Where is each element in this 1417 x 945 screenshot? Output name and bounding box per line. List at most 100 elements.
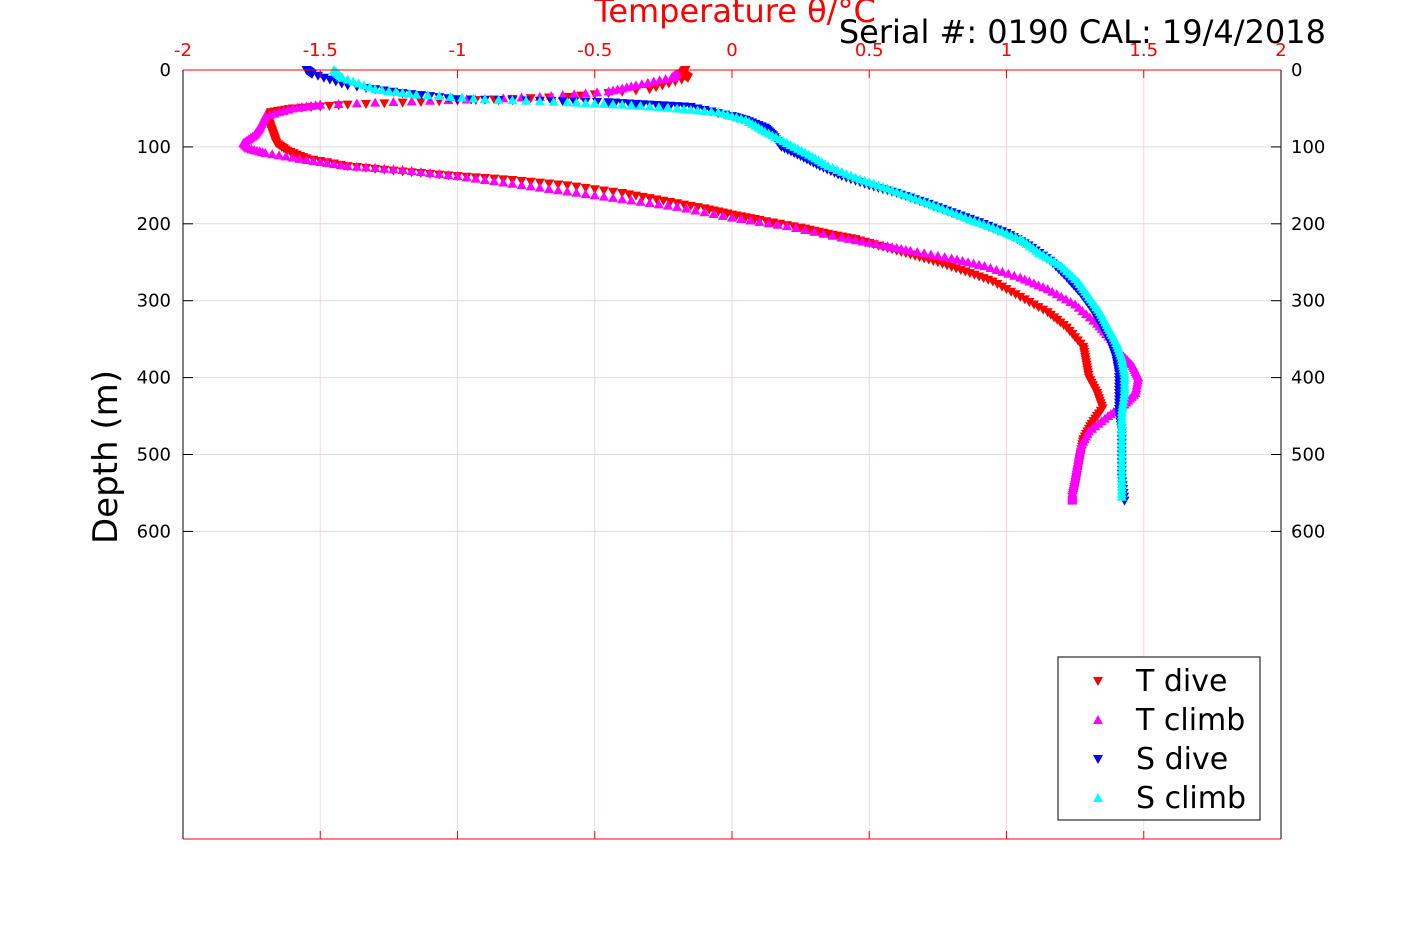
data-point-t-climb [516, 180, 527, 190]
data-point-t-climb [388, 164, 399, 174]
data-point-s-climb [617, 99, 628, 109]
data-point-t-climb [827, 230, 838, 240]
data-point-s-dive [630, 99, 641, 109]
data-point-t-climb [397, 164, 408, 174]
data-point-s-climb [404, 88, 415, 98]
data-point-t-climb [1067, 495, 1078, 505]
data-point-t-climb [727, 212, 737, 222]
data-point-t-climb [791, 223, 802, 233]
data-point-s-climb [359, 80, 370, 90]
data-point-t-climb [351, 161, 362, 171]
data-point-s-climb [662, 102, 673, 112]
data-point-t-climb [1009, 270, 1020, 280]
y-tick-label-left: 400 [137, 368, 171, 389]
data-point-t-climb [562, 186, 573, 196]
data-point-t-climb [557, 90, 568, 100]
data-point-t-climb [603, 86, 614, 96]
data-point-t-climb [662, 200, 673, 210]
data-point-t-climb [660, 73, 671, 83]
legend-marker [1093, 755, 1103, 764]
data-point-t-climb [589, 190, 600, 200]
data-point-t-climb [636, 79, 647, 89]
x-tick-label: 1 [1001, 40, 1012, 61]
data-point-s-climb [626, 100, 637, 110]
data-point-s-climb [353, 78, 364, 88]
data-point-s-climb [580, 98, 591, 108]
x-tick-label: 1.5 [1129, 40, 1158, 61]
data-point-s-climb [562, 97, 573, 107]
data-point-s-climb [397, 87, 408, 97]
y-tick-label-right: 200 [1291, 214, 1325, 235]
x-tick-label: -0.5 [577, 40, 612, 61]
data-point-t-climb [333, 98, 344, 108]
data-point-t-climb [534, 182, 545, 192]
data-point-t-climb [772, 219, 783, 229]
data-point-s-climb [571, 97, 582, 107]
data-point-t-climb [287, 152, 298, 162]
data-point-t-climb [498, 177, 509, 187]
data-point-t-climb [280, 151, 291, 161]
data-point-t-climb [997, 266, 1008, 276]
data-point-t-dive [324, 101, 335, 111]
data-point-t-climb [781, 221, 792, 231]
data-point-s-climb [390, 86, 401, 96]
data-point-t-climb [315, 157, 326, 167]
data-point-t-climb [342, 161, 353, 171]
data-point-t-dive [996, 282, 1007, 292]
data-point-t-climb [379, 163, 390, 173]
data-point-t-climb [763, 218, 774, 228]
data-point-t-climb [301, 154, 312, 164]
y-tick-label-left: 600 [137, 521, 171, 542]
data-point-s-climb [608, 99, 619, 109]
data-point-t-climb [260, 148, 271, 158]
data-point-s-climb [457, 92, 468, 102]
data-point-t-climb [736, 214, 747, 224]
data-point-t-climb [642, 77, 653, 87]
data-point-t-climb [919, 248, 930, 258]
data-point-t-climb [507, 178, 518, 188]
data-point-s-climb [383, 86, 394, 96]
data-point-s-climb [685, 104, 696, 114]
data-point-t-dive [608, 187, 619, 197]
data-point-t-climb [644, 198, 655, 208]
data-point-t-climb [626, 195, 637, 205]
legend-label: S dive [1136, 742, 1228, 777]
data-point-t-climb [681, 203, 692, 213]
data-point-t-climb [544, 183, 554, 193]
data-point-t-climb [648, 76, 659, 86]
y-tick-label-right: 400 [1291, 368, 1325, 389]
data-point-t-climb [635, 196, 646, 206]
legend-box [1057, 656, 1261, 821]
data-point-t-dive [1015, 292, 1026, 302]
data-point-t-dive [644, 85, 655, 95]
data-point-s-climb [534, 96, 545, 106]
legend-marker [1093, 793, 1103, 802]
data-point-s-dive [603, 98, 614, 108]
data-point-t-climb [672, 201, 683, 211]
data-point-s-climb [598, 98, 609, 108]
data-point-t-dive [1038, 305, 1049, 315]
data-point-s-climb [692, 105, 703, 115]
data-point-t-climb [489, 176, 500, 186]
data-point-t-dive [1010, 290, 1021, 300]
data-point-t-climb [592, 87, 603, 97]
legend-marker [1093, 677, 1103, 686]
y-tick-label-right: 0 [1291, 60, 1302, 81]
data-point-t-climb [850, 235, 861, 245]
x-tick-label: -2 [174, 40, 192, 61]
data-point-t-climb [443, 170, 454, 180]
data-point-t-dive [1006, 287, 1017, 297]
data-point-s-climb [548, 96, 559, 106]
data-point-t-climb [415, 167, 426, 177]
y-tick-label-left: 100 [137, 137, 171, 158]
data-point-t-climb [406, 96, 417, 106]
data-point-t-climb [267, 149, 278, 159]
data-point-t-climb [470, 173, 481, 183]
data-point-t-climb [717, 210, 728, 220]
y-tick-label-right: 500 [1291, 445, 1325, 466]
data-point-t-climb [388, 97, 399, 107]
data-point-t-climb [864, 237, 875, 247]
data-point-t-dive [361, 99, 371, 109]
data-point-s-climb [377, 85, 388, 95]
